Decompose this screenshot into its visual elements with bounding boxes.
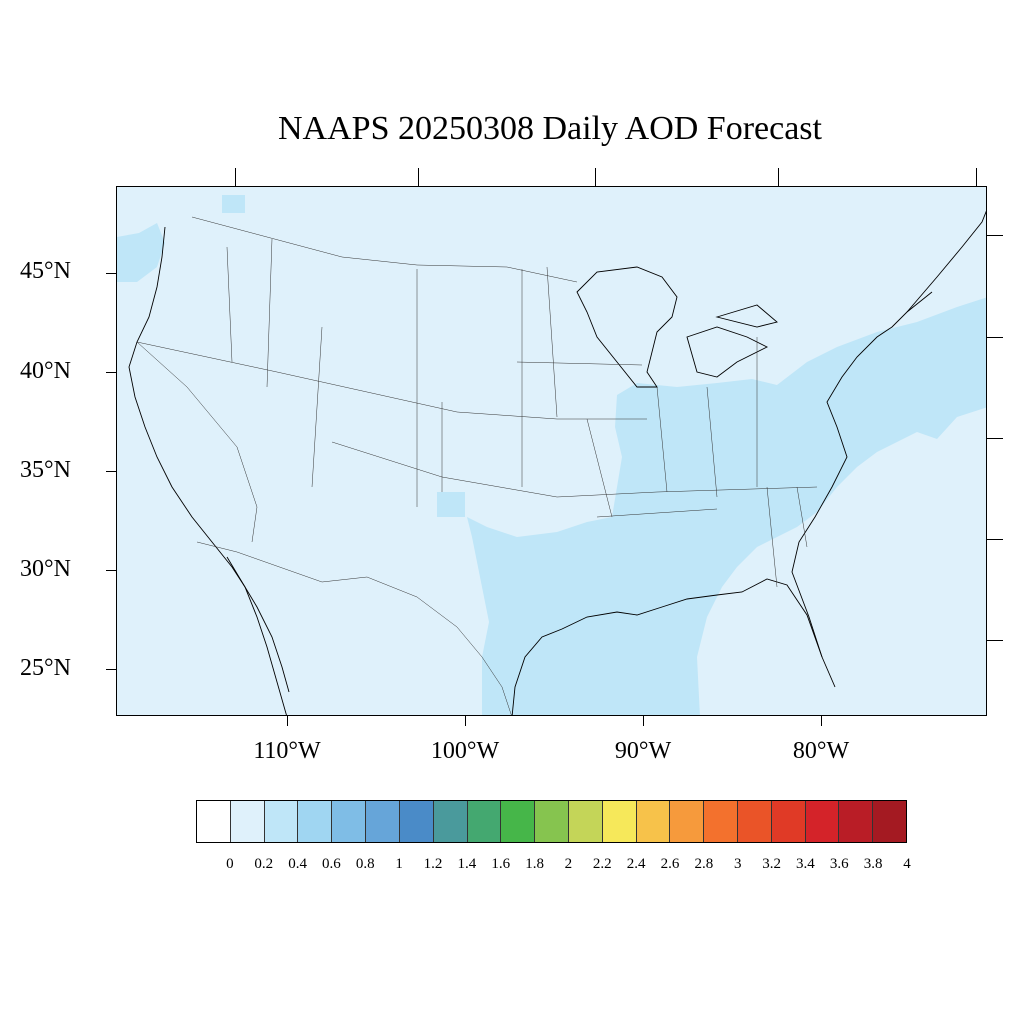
lat-tick (106, 372, 116, 373)
colorbar-tick-label: 0.2 (254, 856, 274, 872)
top-tick (976, 168, 977, 186)
lat-tick (106, 570, 116, 571)
colorbar-swatch (467, 801, 502, 842)
right-tick (987, 337, 1003, 338)
aod-region-north (222, 195, 245, 213)
top-tick (778, 168, 779, 186)
top-tick (595, 168, 596, 186)
lon-tick (465, 716, 466, 726)
baja-gulf-coast (226, 556, 290, 693)
colorbar-swatch (704, 801, 738, 842)
colorbar-tick-label: 2 (564, 856, 573, 872)
colorbar-swatch (670, 801, 705, 842)
colorbar-tick-label: 3 (733, 856, 742, 872)
right-tick (987, 539, 1003, 540)
colorbar-swatch (535, 801, 569, 842)
lon-tick (287, 716, 288, 726)
canada-border (191, 216, 578, 283)
colorbar-swatch (197, 801, 231, 842)
lat-label-40n: 40°N (20, 358, 71, 384)
map-title: NAAPS 20250308 Daily AOD Forecast (278, 110, 822, 147)
colorbar-swatch (839, 801, 874, 842)
colorbar-tick-label: 2.8 (694, 856, 714, 872)
top-tick (235, 168, 236, 186)
lon-tick (821, 716, 822, 726)
atlantic-coast (791, 291, 933, 658)
colorbar-swatch (873, 801, 907, 842)
colorbar-swatch (433, 801, 468, 842)
aod-shading (117, 195, 986, 715)
colorbar-swatch (264, 801, 299, 842)
top-tick (418, 168, 419, 186)
colorbar-tick-label: 2.6 (660, 856, 680, 872)
colorbar-swatch (636, 801, 671, 842)
colorbar-swatch (771, 801, 806, 842)
aod-colorbar (196, 800, 907, 843)
lat-label-35n: 35°N (20, 457, 71, 483)
colorbar-tick-label: 4 (903, 856, 911, 872)
northeast-coast (906, 210, 986, 313)
colorbar-swatch (366, 801, 400, 842)
mexico-border (196, 541, 512, 715)
colorbar-swatch (399, 801, 434, 842)
colorbar-swatch (602, 801, 637, 842)
colorbar-tick-label: 1.4 (457, 856, 477, 872)
aod-region-west-texas (437, 492, 465, 517)
aod-region-east (467, 297, 986, 715)
right-tick (987, 235, 1003, 236)
great-lakes (576, 266, 778, 388)
colorbar-swatch (738, 801, 772, 842)
right-tick (987, 640, 1003, 641)
lat-label-45n: 45°N (20, 258, 71, 284)
colorbar-tick-label: 3.4 (796, 856, 815, 872)
lat-tick (106, 471, 116, 472)
colorbar-tick-label: 3.2 (762, 856, 781, 872)
lat-label-25n: 25°N (20, 655, 71, 681)
lon-label-110w: 110°W (253, 738, 321, 764)
colorbar-tick-label: 1 (395, 856, 403, 872)
colorbar-tick-label: 3.6 (829, 856, 849, 872)
gulf-coast (511, 578, 836, 715)
lon-label-100w: 100°W (430, 738, 500, 764)
colorbar-tick-label: 0.8 (355, 856, 375, 872)
colorbar-tick-label: 1.2 (423, 856, 443, 872)
lon-label-90w: 90°W (614, 738, 672, 764)
pacific-coast (128, 226, 287, 715)
colorbar-tick-label: 2.2 (592, 856, 612, 872)
lat-label-30n: 30°N (20, 556, 71, 582)
border-lines (136, 238, 818, 588)
colorbar-swatch (568, 801, 603, 842)
right-tick (987, 438, 1003, 439)
lat-tick (106, 273, 116, 274)
colorbar-tick-label: 3.8 (863, 856, 883, 872)
aod-region-northwest (117, 223, 165, 282)
state-borders (136, 216, 818, 715)
colorbar-swatch (805, 801, 840, 842)
lon-tick (643, 716, 644, 726)
coastlines (128, 210, 986, 715)
aod-map-panel (116, 186, 987, 716)
colorbar-tick-label: 0.6 (322, 856, 341, 872)
lat-tick (106, 669, 116, 670)
colorbar-swatch (298, 801, 333, 842)
aod-map-svg (117, 195, 986, 715)
colorbar-swatch (501, 801, 536, 842)
colorbar-tick-label: 2.4 (626, 856, 646, 872)
lon-label-80w: 80°W (792, 738, 850, 764)
colorbar-tick-label: 1.6 (491, 856, 511, 872)
colorbar-tick-label: 0 (226, 856, 234, 872)
colorbar-swatch (230, 801, 265, 842)
colorbar-tick-label: 1.8 (525, 856, 544, 872)
colorbar-tick-label: 0.4 (288, 856, 307, 872)
colorbar-swatch (332, 801, 367, 842)
